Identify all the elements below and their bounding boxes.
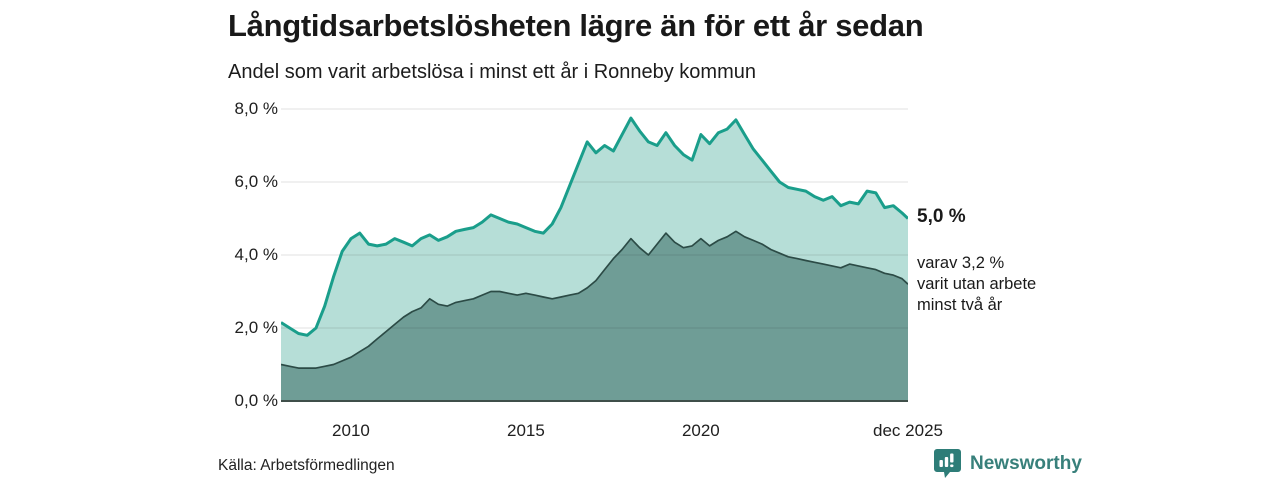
subset-label-line: varit utan arbete — [917, 275, 1037, 293]
xtick-label: 2020 — [681, 421, 720, 440]
series-line-0 — [281, 116, 908, 337]
page-title: Långtidsarbetslösheten lägre än för ett … — [228, 8, 924, 43]
newsworthy-icon — [934, 449, 961, 478]
source-note: Källa: Arbetsförmedlingen — [218, 457, 395, 474]
xtick-label: dec 2025 — [873, 421, 943, 440]
xtick-label: 2015 — [507, 421, 545, 440]
area-fill-1 — [281, 231, 908, 401]
area-chart — [281, 108, 908, 402]
page-subtitle: Andel som varit arbetslösa i minst ett å… — [228, 61, 756, 83]
brand-name: Newsworthy — [970, 452, 1082, 474]
ytick-label: 8,0 % — [234, 99, 278, 118]
series-line-1 — [281, 230, 908, 369]
total-series-end-label: 5,0 % — [917, 206, 966, 227]
subset-label-line: varav 3,2 % — [917, 254, 1005, 272]
ytick-label: 2,0 % — [234, 318, 278, 337]
brand-logo-link[interactable]: Newsworthy — [933, 448, 1082, 479]
ytick-label: 6,0 % — [234, 172, 278, 191]
subset-series-end-label: varav 3,2 % varit utan arbete minst två … — [917, 253, 1036, 316]
ytick-label: 0,0 % — [234, 391, 278, 410]
subset-label-line: minst två år — [917, 296, 1003, 314]
xtick-label: 2010 — [332, 421, 370, 440]
ytick-label: 4,0 % — [234, 245, 278, 264]
